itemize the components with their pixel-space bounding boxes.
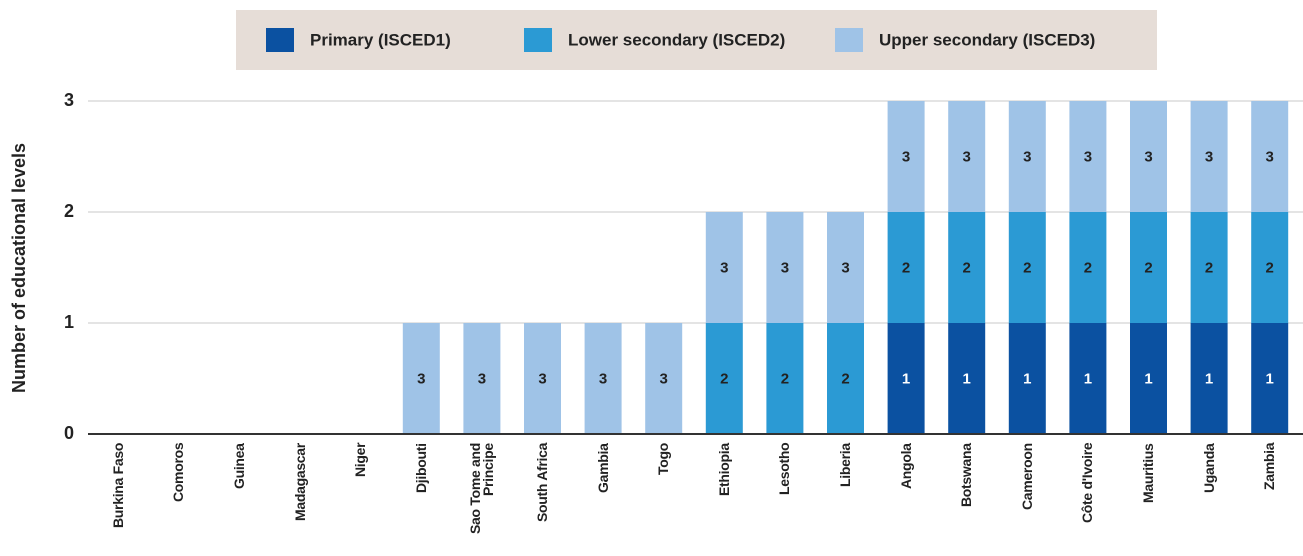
bar-segment <box>827 212 864 323</box>
bar-segment <box>887 101 925 212</box>
x-tick-label: Burkina Faso <box>109 443 126 529</box>
bar-segment <box>1190 101 1228 212</box>
segment-label: 3 <box>1266 148 1274 165</box>
bar-segment <box>1251 212 1289 323</box>
bar-segment <box>584 323 622 434</box>
segment-label: 3 <box>720 259 728 276</box>
segment-label: 1 <box>1023 370 1031 387</box>
segment-label: 1 <box>1084 370 1092 387</box>
segment-label: 1 <box>1144 370 1152 387</box>
bar-segment <box>887 212 925 323</box>
segment-label: 2 <box>963 259 971 276</box>
segment-label: 3 <box>1023 148 1031 165</box>
bar-segment <box>1008 323 1046 434</box>
bar-segment <box>524 323 561 434</box>
x-tick-label: Lesotho <box>776 443 793 496</box>
x-tick-label: Niger <box>352 443 369 478</box>
x-tick-label: Zambia <box>1261 443 1278 491</box>
x-tick-label: Gambia <box>594 443 611 493</box>
segment-label: 2 <box>1144 259 1152 276</box>
segment-label: 1 <box>902 370 910 387</box>
legend-box <box>236 10 1157 70</box>
segment-label: 3 <box>963 148 971 165</box>
y-tick-label: 2 <box>64 201 74 221</box>
y-axis-label: Number of educational levels <box>9 143 29 393</box>
segment-label: 3 <box>781 259 789 276</box>
legend-swatch <box>835 28 863 52</box>
bar-segment <box>948 212 986 323</box>
segment-label: 3 <box>599 370 607 387</box>
legend-label: Lower secondary (ISCED2) <box>568 30 785 49</box>
x-tick-label: Togo <box>655 443 672 475</box>
bar-segment <box>1069 101 1107 212</box>
segment-label: 3 <box>902 148 910 165</box>
bar-segment <box>948 101 986 212</box>
y-tick-label: 0 <box>64 423 74 443</box>
segment-label: 3 <box>660 370 668 387</box>
bar-segment <box>1069 323 1107 434</box>
bar-segment <box>1008 101 1046 212</box>
bar-segment <box>827 323 864 434</box>
bar-segment <box>1190 323 1228 434</box>
segment-label: 2 <box>902 259 910 276</box>
x-tick-label: Uganda <box>1200 443 1217 493</box>
bar-segment <box>766 323 804 434</box>
x-tick-label: South Africa <box>534 443 550 523</box>
x-tick-label: Ethiopia <box>715 443 732 496</box>
bar-segment <box>463 323 501 434</box>
segment-label: 1 <box>1266 370 1274 387</box>
segment-label: 3 <box>538 370 546 387</box>
x-tick-label: Côte d'Ivoire <box>1079 443 1096 524</box>
bar-segment <box>1190 212 1228 323</box>
bar-segment <box>705 323 743 434</box>
segment-label: 2 <box>1084 259 1092 276</box>
segment-label: 2 <box>781 370 789 387</box>
y-tick-label: 3 <box>64 90 74 110</box>
x-tick-label: Angola <box>897 443 914 489</box>
x-tick-label: Cameroon <box>1018 443 1035 510</box>
bar-segment <box>1251 101 1289 212</box>
segment-label: 2 <box>720 370 728 387</box>
x-tick-label: Madagascar <box>291 443 308 521</box>
segment-label: 3 <box>1084 148 1092 165</box>
bar-segment <box>1130 323 1167 434</box>
segment-label: 2 <box>1266 259 1274 276</box>
bar-segment <box>402 323 440 434</box>
x-tick-label: Sao Tome and Principe <box>466 443 496 535</box>
bar-segment <box>887 323 925 434</box>
bar-segment <box>1130 101 1167 212</box>
segment-label: 3 <box>1144 148 1152 165</box>
legend-swatch <box>524 28 552 52</box>
x-tick-label: Guinea <box>231 443 247 489</box>
bar-segment <box>948 323 986 434</box>
x-tick-label: Botswana <box>958 443 975 507</box>
segment-label: 2 <box>1023 259 1031 276</box>
bar-segment <box>705 212 743 323</box>
bar-segment <box>1251 323 1289 434</box>
legend-label: Upper secondary (ISCED3) <box>879 30 1095 49</box>
bar-segment <box>645 323 683 434</box>
segment-label: 2 <box>841 370 849 387</box>
segment-label: 3 <box>478 370 486 387</box>
legend-swatch <box>266 28 294 52</box>
x-tick-label: Comoros <box>170 443 187 503</box>
bar-segment <box>1008 212 1046 323</box>
segment-label: 2 <box>1205 259 1213 276</box>
x-tick-label: Liberia <box>837 443 853 487</box>
y-tick-label: 1 <box>64 312 74 332</box>
segment-label: 3 <box>841 259 849 276</box>
x-tick-label: Djibouti <box>412 443 429 493</box>
segment-label: 1 <box>1205 370 1213 387</box>
segment-label: 3 <box>417 370 425 387</box>
segment-label: 3 <box>1205 148 1213 165</box>
bar-segment <box>766 212 804 323</box>
x-tick-label: Mauritius <box>1140 443 1156 503</box>
legend-label: Primary (ISCED1) <box>310 30 451 49</box>
segment-label: 1 <box>963 370 971 387</box>
bar-segment <box>1069 212 1107 323</box>
bar-segment <box>1130 212 1167 323</box>
